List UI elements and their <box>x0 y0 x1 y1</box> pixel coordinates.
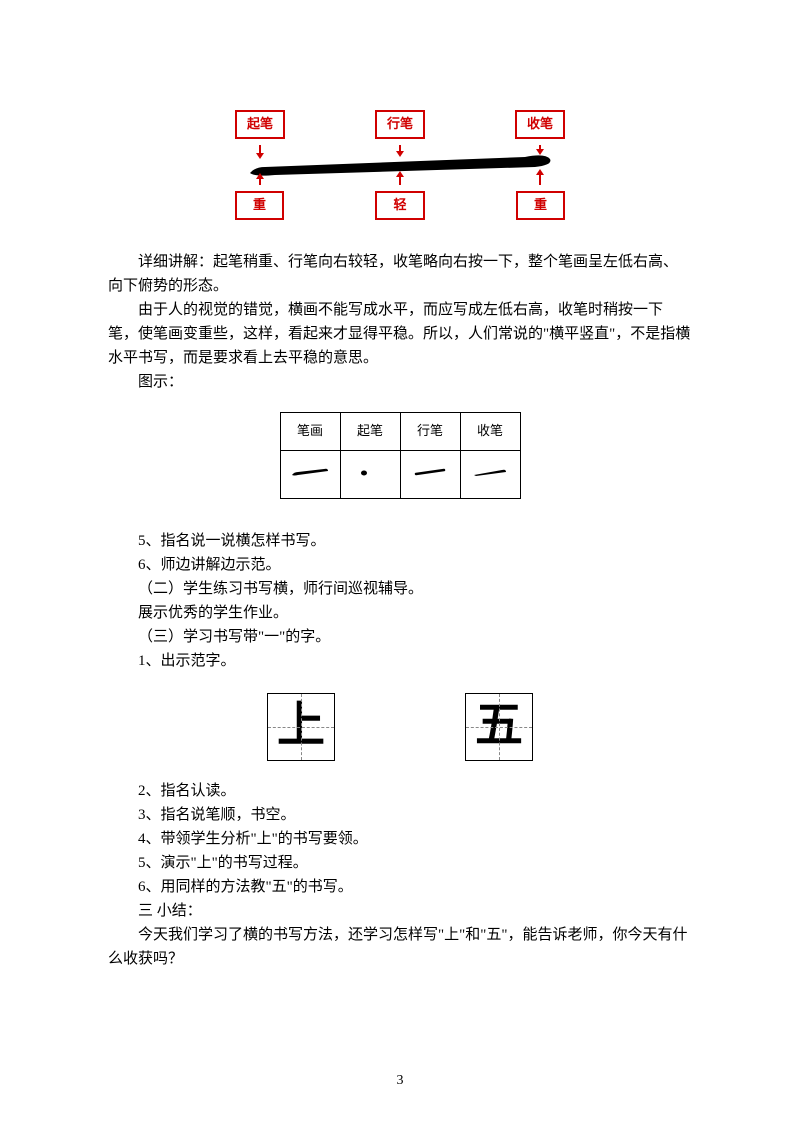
cell-full-stroke <box>280 450 340 498</box>
list-item: 3、指名说笔顺，书空。 <box>138 803 692 827</box>
paragraph-visual: 由于人的视觉的错觉，横画不能写成水平，而应写成左低右高，收笔时稍按一下笔，使笔画… <box>108 298 692 370</box>
stroke-bottom-labels: 重 轻 重 <box>235 191 565 220</box>
list-item: 5、演示"上"的书写过程。 <box>138 851 692 875</box>
list-item: （三）学习书写带"一"的字。 <box>138 625 692 649</box>
stroke-table: 笔画 起笔 行笔 收笔 <box>280 412 521 499</box>
th-bihua: 笔画 <box>280 412 340 450</box>
label-zhong-2: 重 <box>516 191 565 220</box>
list-item: 展示优秀的学生作业。 <box>138 601 692 625</box>
table-header-row: 笔画 起笔 行笔 收笔 <box>280 412 520 450</box>
cell-shoubi-stroke <box>460 450 520 498</box>
th-shoubi: 收笔 <box>460 412 520 450</box>
cell-xingbi-stroke <box>400 450 460 498</box>
instruction-block-2: 2、指名认读。 3、指名说笔顺，书空。 4、带领学生分析"上"的书写要领。 5、… <box>108 779 692 923</box>
char-shang: 上 <box>277 688 325 765</box>
stroke-top-labels: 起笔 行笔 收笔 <box>235 110 565 139</box>
cell-qibi-stroke <box>340 450 400 498</box>
th-qibi: 起笔 <box>340 412 400 450</box>
tushi-label: 图示： <box>108 370 692 394</box>
instruction-block-1: 5、指名说一说横怎样书写。 6、师边讲解边示范。 （二）学生练习书写横，师行间巡… <box>108 529 692 673</box>
th-xingbi: 行笔 <box>400 412 460 450</box>
stroke-shape <box>235 145 565 185</box>
paragraph-summary: 今天我们学习了横的书写方法，还学习怎样写"上"和"五"，能告诉老师，你今天有什么… <box>108 923 692 971</box>
label-qing: 轻 <box>375 191 424 220</box>
stroke-diagram: 起笔 行笔 收笔 重 轻 重 <box>235 110 565 220</box>
list-item: （二）学生练习书写横，师行间巡视辅导。 <box>138 577 692 601</box>
char-wu: 五 <box>475 688 523 765</box>
page-number: 3 <box>0 1070 800 1092</box>
label-zhong-1: 重 <box>235 191 284 220</box>
list-item: 5、指名说一说横怎样书写。 <box>138 529 692 553</box>
char-box-wu: 五 <box>465 693 533 761</box>
list-item: 2、指名认读。 <box>138 779 692 803</box>
list-item: 6、用同样的方法教"五"的书写。 <box>138 875 692 899</box>
list-item: 4、带领学生分析"上"的书写要领。 <box>138 827 692 851</box>
char-box-shang: 上 <box>267 693 335 761</box>
character-examples: 上 五 <box>108 693 692 761</box>
list-item: 1、出示范字。 <box>138 649 692 673</box>
label-shoubi: 收笔 <box>515 110 565 139</box>
label-qibi: 起笔 <box>235 110 285 139</box>
label-xingbi: 行笔 <box>375 110 425 139</box>
list-item: 三 小结： <box>138 899 692 923</box>
table-stroke-row <box>280 450 520 498</box>
list-item: 6、师边讲解边示范。 <box>138 553 692 577</box>
paragraph-explain: 详细讲解：起笔稍重、行笔向右较轻，收笔略向右按一下，整个笔画呈左低右高、向下俯势… <box>108 250 692 298</box>
